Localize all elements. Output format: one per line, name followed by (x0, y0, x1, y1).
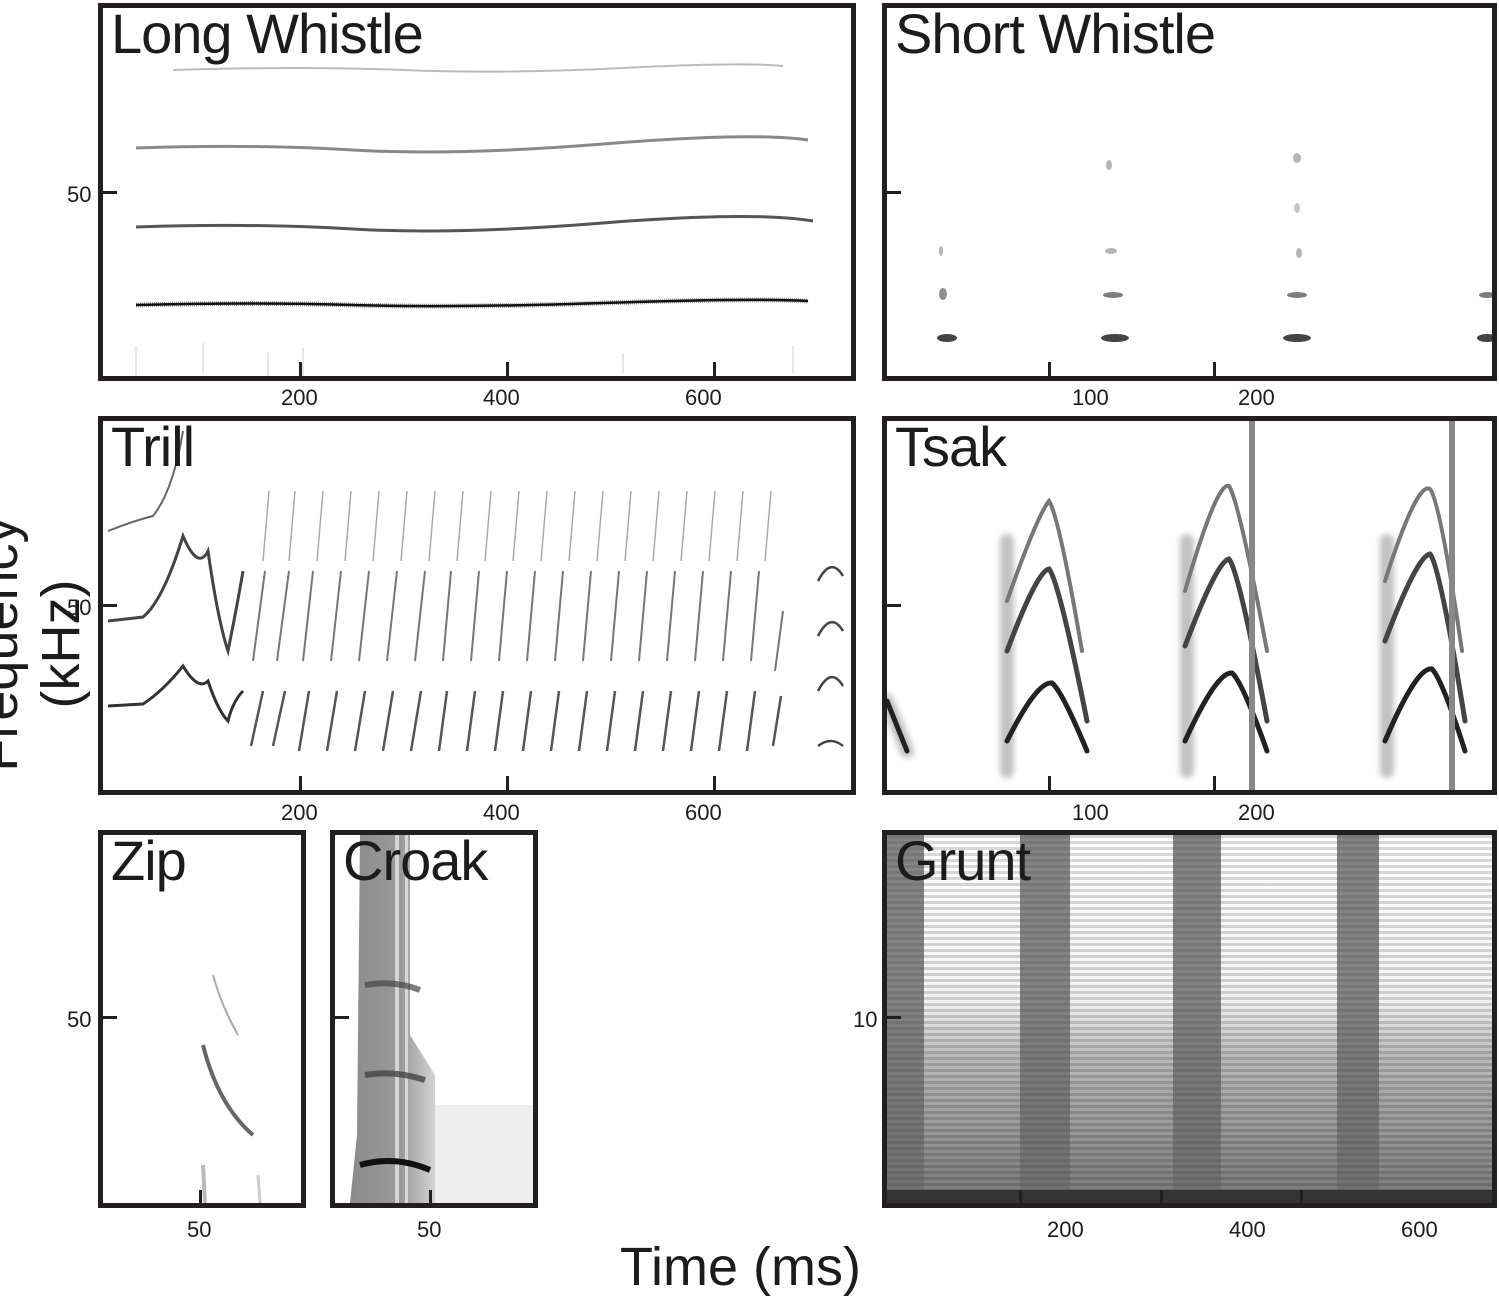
xtick (713, 776, 716, 790)
xtick (1160, 1190, 1163, 1204)
x-axis-label: Time (ms) (620, 1237, 861, 1297)
spectrogram-long-whistle (135, 63, 814, 376)
xtick-label: 50 (417, 1217, 442, 1242)
xtick-label: 100 (1072, 800, 1109, 825)
xtick-label: 400 (483, 385, 520, 410)
xtick (1019, 1190, 1022, 1204)
panel-title: Trill (111, 416, 195, 478)
ytick-label: 50 (67, 182, 92, 207)
ytick-label: 50 (67, 595, 92, 620)
xtick (1300, 1190, 1303, 1204)
ytick (887, 604, 901, 607)
spectrogram-grunt (887, 835, 1492, 1203)
xtick (713, 362, 716, 376)
panel-title: Zip (111, 830, 187, 892)
ytick (103, 191, 117, 194)
xtick-label: 600 (685, 385, 722, 410)
xtick (1213, 776, 1216, 790)
panel-trill: Trill (98, 416, 856, 795)
ytick (335, 1016, 349, 1019)
spectrogram-zip (201, 974, 262, 1203)
xtick-label: 600 (685, 800, 722, 825)
xtick-label: 100 (1072, 385, 1109, 410)
panel-title: Short Whistle (895, 3, 1216, 65)
panel-title: Grunt (895, 830, 1031, 892)
xtick-label: 200 (1047, 1217, 1084, 1242)
xtick (199, 1190, 202, 1204)
xtick (506, 776, 509, 790)
xtick-label: 200 (1238, 800, 1275, 825)
ytick (103, 604, 117, 607)
xtick (429, 1190, 432, 1204)
spectrogram-short-whistle (937, 153, 1492, 342)
xtick (1048, 362, 1051, 376)
xtick-label: 400 (483, 800, 520, 825)
ytick (887, 191, 901, 194)
xtick (299, 362, 302, 376)
panel-long-whistle: Long Whistle (98, 3, 856, 381)
panel-zip: Zip (98, 830, 306, 1208)
spectrogram-trill (107, 430, 845, 752)
ytick-label: 50 (67, 1007, 92, 1032)
xtick-label: 50 (187, 1217, 212, 1242)
spectrogram-tsak (887, 421, 1468, 790)
panel-title: Tsak (895, 416, 1007, 478)
xtick-label: 200 (281, 385, 318, 410)
panel-tsak: Tsak (882, 416, 1497, 795)
xtick-label: 200 (281, 800, 318, 825)
spectrogram-croak (350, 835, 533, 1203)
xtick-label: 400 (1229, 1217, 1266, 1242)
xtick (1048, 776, 1051, 790)
ytick (103, 1016, 117, 1019)
xtick-label: 600 (1401, 1217, 1438, 1242)
ytick (887, 1016, 901, 1019)
panel-short-whistle: Short Whistle (882, 3, 1497, 381)
xtick (506, 362, 509, 376)
y-axis-label: Frequency (kHz) (0, 516, 91, 772)
xtick-label: 200 (1238, 385, 1275, 410)
panel-title: Croak (343, 830, 488, 892)
panel-grunt: Grunt (882, 830, 1497, 1208)
ytick-label: 10 (853, 1007, 878, 1032)
xtick (299, 776, 302, 790)
xtick (1213, 362, 1216, 376)
panel-title: Long Whistle (111, 3, 424, 65)
panel-croak: Croak (330, 830, 538, 1208)
